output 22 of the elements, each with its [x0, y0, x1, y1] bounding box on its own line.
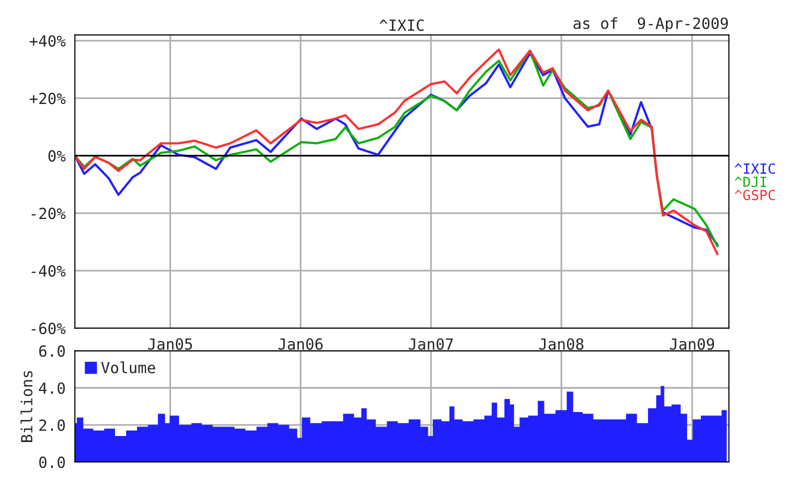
text: ^IXIC — [734, 163, 775, 174]
y-tick-label: -20% — [32, 208, 66, 220]
y-tick-label: 0% — [48, 150, 66, 162]
x-tick-label: Jan05 — [148, 338, 192, 350]
text: ^GSPC — [734, 190, 775, 200]
x-tick-label: Jan06 — [278, 338, 323, 350]
text: ^DJI — [734, 176, 766, 188]
text: as of 9-Apr-2009 — [574, 17, 728, 32]
y-tick-label: 0.0 — [39, 456, 65, 468]
y-tick-label: -60% — [32, 322, 66, 334]
y-tick-label: 4.0 — [39, 382, 65, 394]
x-tick-label: Jan07 — [408, 338, 453, 350]
y-tick-label: -40% — [32, 265, 66, 277]
y-tick-label: +20% — [30, 92, 66, 104]
y-tick-label: +40% — [30, 35, 66, 47]
x-tick-label: Jan08 — [539, 338, 584, 350]
y-axis-title: Billions — [20, 371, 32, 442]
legend-label: Volume — [101, 361, 156, 374]
x-tick-label: Jan09 — [670, 338, 714, 350]
chart-title: ^IXIC — [379, 19, 424, 31]
y-tick-label: 6.0 — [39, 345, 65, 357]
y-tick-label: 2.0 — [39, 419, 65, 431]
